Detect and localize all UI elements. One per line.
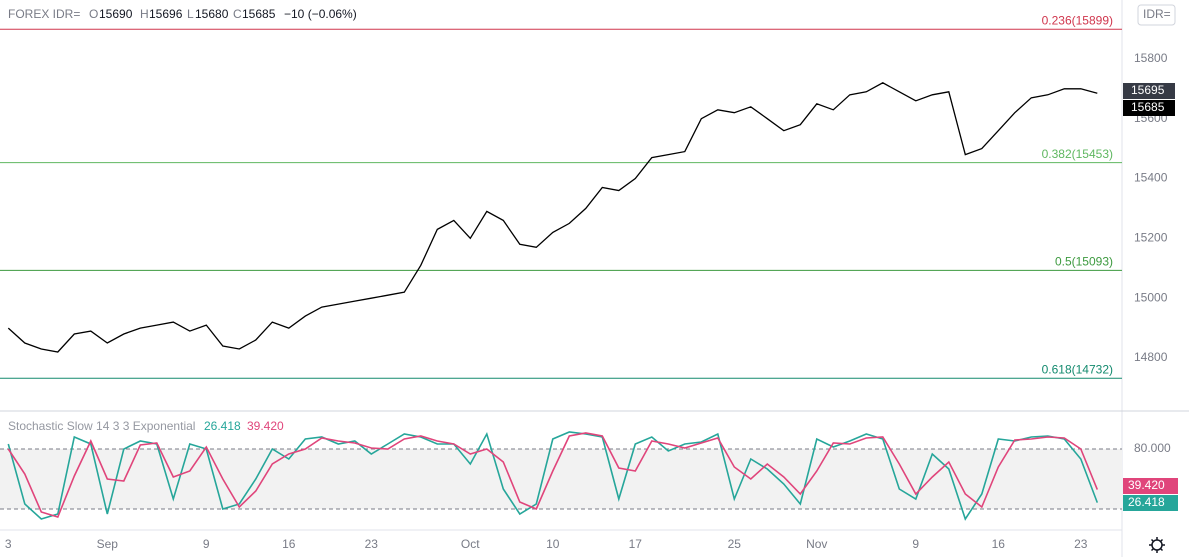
y-tick-label: 14800 (1134, 350, 1168, 364)
open: 15690 (99, 7, 133, 21)
low-key: L (187, 7, 194, 21)
x-tick-label: 16 (282, 537, 296, 551)
last-value-label: 39.420 (1128, 478, 1165, 492)
change: −10 (−0.06%) (284, 7, 357, 21)
low: 15680 (195, 7, 229, 21)
currency-button-label[interactable]: IDR= (1143, 7, 1171, 21)
high: 15696 (149, 7, 183, 21)
fib-label: 0.618(14732) (1042, 362, 1113, 376)
y-tick-label: 80.000 (1134, 441, 1171, 455)
series-line (7, 432, 1099, 518)
legend-value: 26.418 (204, 419, 241, 433)
price-tag-label: 15695 (1131, 83, 1165, 97)
price-tag-label: 15685 (1131, 100, 1165, 114)
y-tick-label: 15000 (1134, 290, 1168, 304)
x-tick-label: Sep (97, 537, 119, 551)
settings-gear[interactable] (1149, 537, 1165, 553)
x-tick-label: 23 (365, 537, 379, 551)
fib-label: 0.5(15093) (1055, 255, 1113, 269)
high-key: H (140, 7, 149, 21)
fib-label: 0.236(15899) (1042, 13, 1113, 27)
currency-button[interactable]: IDR= (1137, 4, 1176, 26)
currency-button-frame[interactable] (1137, 4, 1176, 26)
x-tick-label: 9 (203, 537, 210, 551)
x-tick-label: Nov (806, 537, 827, 551)
y-tick-label: 15800 (1134, 51, 1168, 65)
x-tick-label: 16 (992, 537, 1006, 551)
legend-header: FOREX IDR= O 15690 H 15696 L 15680 C 156… (8, 7, 357, 21)
x-tick-label: 3 (5, 537, 12, 551)
close: 15685 (242, 7, 276, 21)
x-tick-label: 17 (629, 537, 643, 551)
y-tick-label: 15200 (1134, 231, 1168, 245)
series-line (7, 431, 1099, 521)
last-value-tag (1123, 478, 1178, 494)
last-value-label: 26.418 (1128, 495, 1165, 509)
y-tick-label: 15400 (1134, 171, 1168, 185)
x-tick-label: 23 (1074, 537, 1088, 551)
price-tag (1123, 100, 1175, 116)
x-tick-label: 9 (912, 537, 919, 551)
symbol: FOREX IDR= (8, 7, 80, 21)
fib-label: 0.382(15453) (1042, 147, 1113, 161)
legend-value: 39.420 (247, 419, 284, 433)
series-line (7, 82, 1098, 353)
level-band (0, 449, 1122, 509)
x-tick-label: Oct (461, 537, 480, 551)
gear-teeth[interactable] (1149, 537, 1165, 553)
x-tick-label: 25 (728, 537, 742, 551)
open-key: O (89, 7, 98, 21)
indicator-title: Stochastic Slow 14 3 3 Exponential (8, 419, 195, 433)
x-tick-label: 10 (546, 537, 560, 551)
last-value-tag (1123, 495, 1178, 511)
close-key: C (233, 7, 242, 21)
price-tag (1123, 83, 1175, 99)
